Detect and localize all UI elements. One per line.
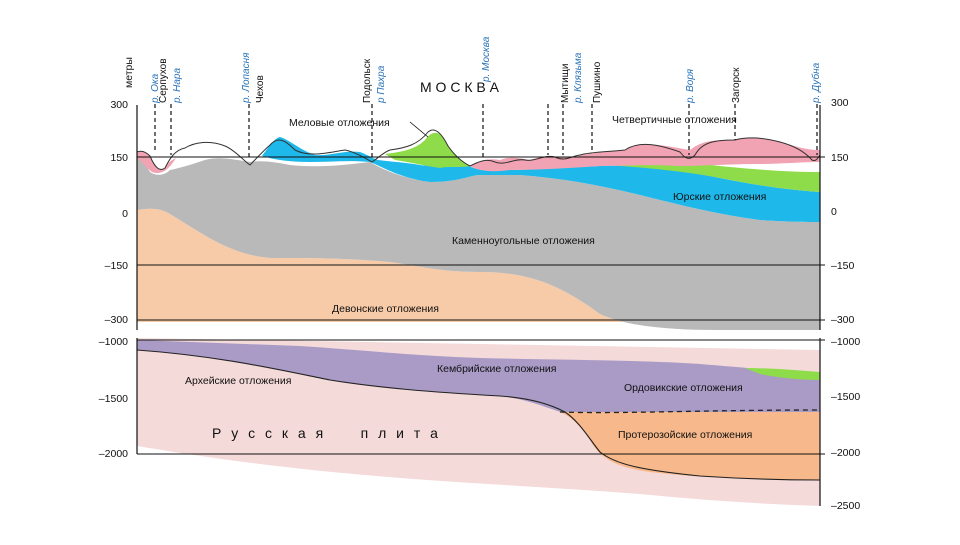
ordovician-green-cap: [745, 368, 820, 380]
tick-right-minus1500: –1500: [831, 391, 860, 403]
proterozoic-layer: [560, 410, 820, 480]
label-serpukhov: Серпухов: [158, 58, 169, 103]
tick-right-0: 0: [831, 206, 837, 218]
tick-right-150: 150: [831, 152, 849, 164]
tick-right-minus150: –150: [831, 260, 855, 272]
label-pakhra: р Пахра: [376, 65, 387, 104]
label-vorya: р. Воря: [685, 68, 696, 104]
tick-left-minus300: –300: [105, 314, 129, 326]
tick-right-minus2000: –2000: [831, 447, 860, 459]
cretaceous-layer-east: [600, 160, 820, 192]
carboniferous-layer: [137, 158, 820, 330]
city-title: М О С К В А: [420, 79, 500, 95]
tick-left-minus2000: –2000: [99, 448, 128, 460]
jurassic-layer: [262, 137, 820, 222]
label-klyazma: р. Клязьма: [573, 52, 584, 104]
tick-right-minus1000: –1000: [831, 336, 860, 348]
surface-line: [136, 129, 821, 170]
label-lopasnya: р. Лопасня: [241, 52, 252, 104]
label-carboniferous: Каменноугольные отложения: [452, 235, 595, 247]
tick-left-minus150: –150: [105, 260, 129, 272]
label-pushkino: Пушкино: [592, 61, 603, 103]
tick-left-minus1000: –1000: [99, 336, 128, 348]
label-cambrian: Кембрийские отложения: [437, 363, 556, 375]
tick-left-0: 0: [122, 208, 128, 220]
tick-left-300: 300: [110, 99, 128, 111]
label-zagorsk: Загорск: [731, 67, 742, 103]
label-ordovician: Ордовикские отложения: [624, 382, 743, 394]
quaternary-layer-mid: [470, 137, 820, 172]
label-oka: р. Ока: [150, 73, 161, 104]
proterozoic-dashed-boundary: [559, 409, 821, 414]
label-archean: Архейские отложения: [185, 375, 291, 387]
label-podolsk: Подольск: [362, 58, 373, 103]
leader-cretaceous: [409, 121, 429, 138]
devonian-layer: [137, 208, 820, 330]
label-moskva-river: р. Москва: [481, 36, 492, 83]
tick-right-minus2500: –2500: [831, 500, 860, 512]
cambrian-ordovician-layer: [137, 340, 820, 412]
tick-right-minus300: –300: [831, 314, 855, 326]
label-devonian: Девонские отложения: [332, 303, 439, 315]
plate-title: Р у с с к а я п л и т а: [212, 425, 441, 441]
cretaceous-layer: [385, 132, 470, 168]
tick-right-300: 300: [831, 97, 849, 109]
label-mytishchi: Мытищи: [560, 64, 571, 104]
tick-left-minus1500: –1500: [99, 393, 128, 405]
label-jurassic: Юрские отложения: [673, 191, 766, 203]
label-cretaceous: Меловые отложения: [289, 117, 390, 129]
label-dubna: р. Дубна: [810, 62, 822, 104]
units-label: метры: [123, 57, 135, 88]
label-chekhov: Чехов: [255, 75, 266, 103]
label-proterozoic: Протерозойские отложения: [618, 429, 752, 441]
basement-line: [136, 349, 821, 481]
location-markers: [154, 104, 818, 160]
tick-left-150: 150: [110, 152, 128, 164]
label-nara: р. Нара: [172, 68, 183, 104]
label-quaternary: Четвертичные отложения: [612, 114, 737, 126]
